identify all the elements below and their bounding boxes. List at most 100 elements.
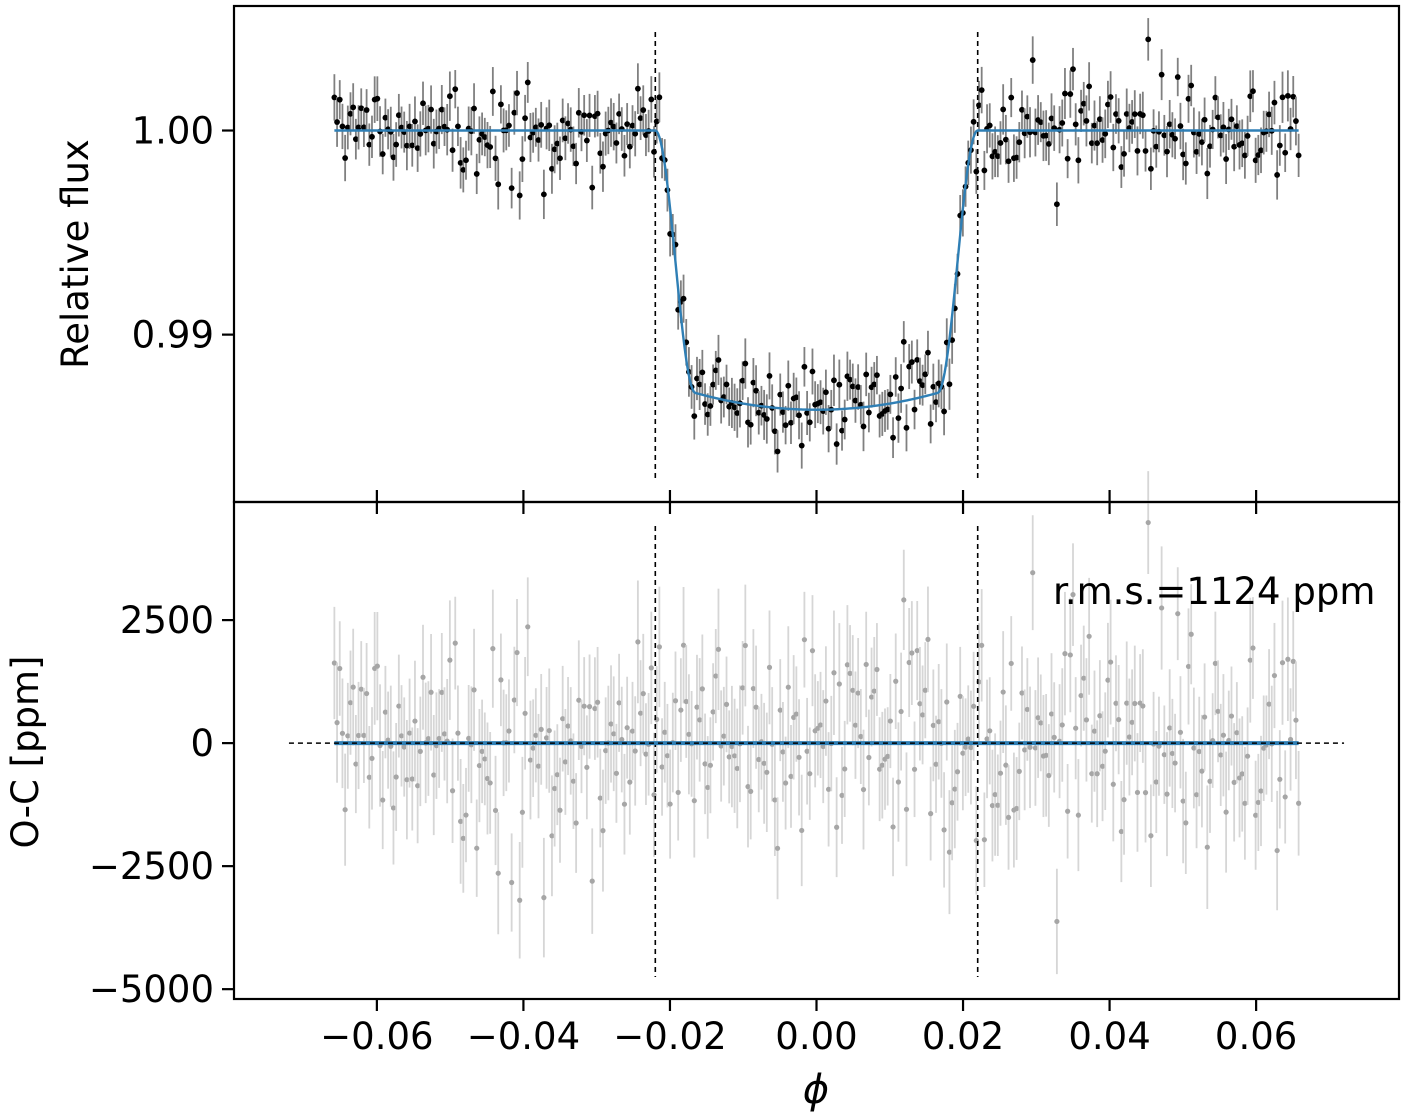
residual-point [627, 779, 633, 785]
residual-point [506, 728, 512, 734]
residual-point [1134, 789, 1141, 796]
residual-point [1177, 729, 1184, 735]
residual-point [1159, 605, 1165, 611]
residual-point [594, 699, 601, 705]
flux-point [986, 122, 993, 129]
residual-point [981, 837, 987, 843]
flux-point [1274, 172, 1281, 178]
flux-point [455, 123, 461, 130]
residual-point [764, 769, 770, 775]
residual-point [603, 748, 609, 754]
residual-point [707, 762, 714, 768]
flux-point [1255, 152, 1262, 158]
flux-point [1048, 115, 1055, 122]
residual-point [664, 753, 671, 759]
residual-point [887, 718, 893, 724]
flux-point [610, 123, 617, 130]
residual-point [1140, 703, 1146, 709]
flux-point [1145, 36, 1152, 43]
residual-point [1247, 657, 1253, 663]
residual-point [1083, 717, 1090, 723]
flux-point [1147, 165, 1154, 172]
flux-point [1196, 131, 1203, 137]
residual-point [796, 754, 802, 760]
residual-point [968, 744, 974, 751]
flux-point [836, 381, 843, 388]
residual-point [428, 689, 434, 695]
residual-point [954, 769, 961, 775]
residual-point [847, 670, 853, 676]
residual-point [842, 766, 848, 772]
residual-point [909, 650, 915, 656]
flux-point [841, 416, 848, 423]
flux-point [393, 141, 400, 148]
flux-point [927, 421, 934, 427]
residual-point [509, 879, 515, 886]
residual-point [1191, 745, 1197, 751]
residual-point [691, 798, 697, 804]
residual-point [1239, 771, 1245, 777]
residual-point [928, 811, 934, 817]
flux-point [1185, 95, 1192, 102]
residual-point [347, 700, 354, 706]
flux-point [774, 448, 781, 455]
flux-point [1016, 139, 1023, 146]
residual-point [1051, 734, 1057, 740]
flux-point [1067, 91, 1074, 97]
flux-point [933, 399, 939, 406]
residual-point [584, 764, 590, 770]
residual-point [331, 660, 337, 666]
flux-point [597, 150, 604, 157]
residual-point [721, 733, 727, 739]
flux-point [992, 148, 999, 155]
flux-point [1153, 143, 1160, 150]
flux-point [1005, 158, 1012, 165]
residual-point [1279, 660, 1286, 666]
flux-point [452, 86, 459, 93]
residual-point [420, 674, 426, 680]
residual-point [898, 708, 904, 715]
flux-point [798, 442, 805, 449]
flux-point [632, 130, 639, 137]
residual-point [799, 827, 805, 834]
x-tick-label: 0.00 [775, 1015, 857, 1058]
flux-point [1242, 152, 1248, 159]
flux-point [624, 121, 631, 128]
residual-point [455, 730, 461, 736]
flux-point [1279, 94, 1286, 101]
residual-point [632, 748, 638, 754]
residual-point [868, 694, 875, 700]
residual-point [1188, 631, 1194, 637]
flux-point [438, 106, 445, 113]
flux-point [793, 394, 800, 401]
flux-point [1094, 140, 1101, 147]
flux-point [406, 123, 413, 130]
residual-point [1193, 792, 1200, 798]
flux-point [581, 112, 588, 119]
flux-point [629, 122, 636, 129]
flux-point [522, 115, 528, 122]
flux-point [648, 96, 655, 103]
residual-point [541, 895, 547, 901]
flux-point [825, 425, 832, 432]
residual-point [492, 807, 499, 814]
residual-point [1099, 763, 1106, 769]
flux-point [420, 100, 426, 107]
flux-point [1174, 74, 1181, 80]
flux-point [981, 167, 988, 174]
flux-point [1024, 113, 1031, 120]
residual-point [678, 707, 684, 713]
residual-point [342, 807, 348, 813]
flux-point [428, 106, 434, 113]
flux-point [978, 87, 985, 93]
residual-point [941, 827, 947, 833]
residual-point [1043, 752, 1049, 758]
residual-point [1185, 663, 1192, 670]
residual-point [1016, 768, 1022, 774]
flux-point [1131, 111, 1138, 118]
residual-point [1054, 918, 1060, 925]
flux-point [852, 397, 859, 404]
residual-point [355, 732, 362, 739]
residual-point [783, 780, 789, 786]
residual-point [1108, 659, 1114, 665]
